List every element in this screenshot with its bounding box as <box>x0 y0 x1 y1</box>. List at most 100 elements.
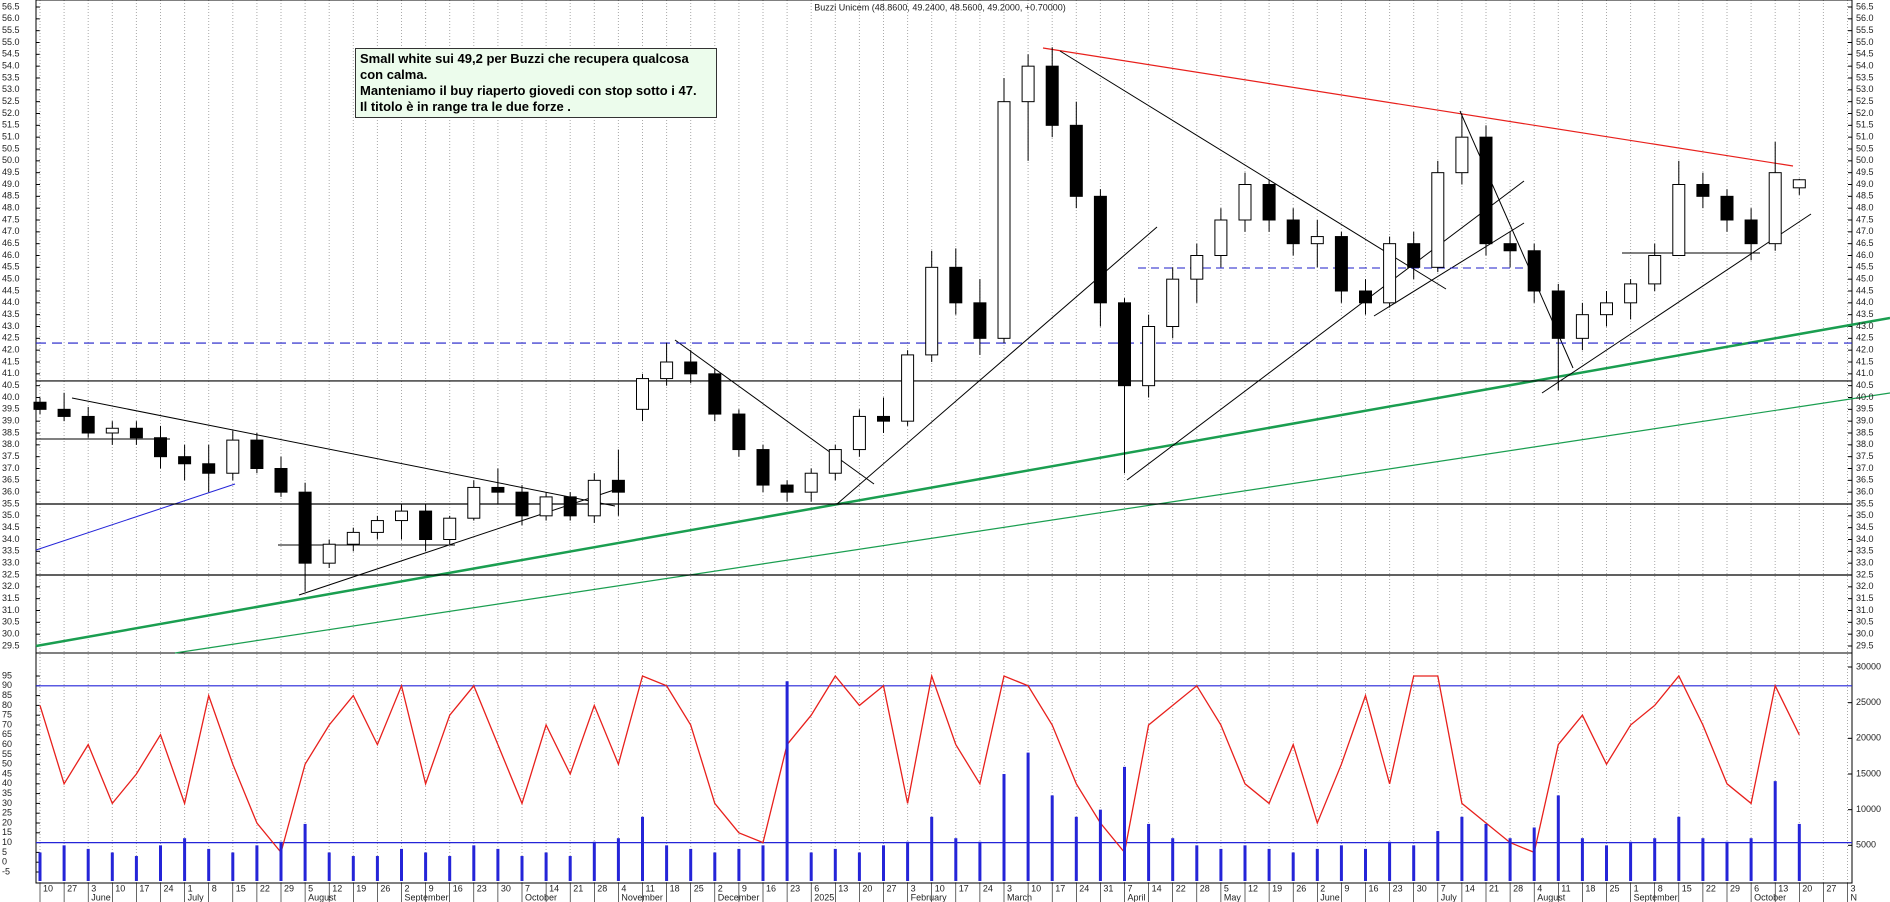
candle-body <box>1527 250 1541 292</box>
chart-title: Buzzi Unicem (48.8600, 49.2400, 48.5600,… <box>814 2 1065 12</box>
volume-bar <box>1147 823 1151 881</box>
x-tick-label: 3 <box>911 883 916 893</box>
month-label: September <box>1634 892 1678 902</box>
x-tick-label: 5 <box>1224 883 1229 893</box>
candle-body <box>1238 184 1252 221</box>
volume-bar <box>159 845 162 881</box>
x-tick-label: 6 <box>814 883 819 893</box>
y-tick-label-right: 53.5 <box>1856 72 1874 82</box>
y-tick-label: 42.5 <box>2 333 20 343</box>
volume-bar <box>1267 848 1271 881</box>
trendline <box>836 226 1158 505</box>
y-tick-label: 30.5 <box>2 617 20 627</box>
candle-body <box>370 520 384 533</box>
y-tick-label-right: 47.5 <box>1856 214 1874 224</box>
volume-bar <box>1580 838 1584 881</box>
candle-body <box>1600 302 1613 316</box>
volume-bar <box>1026 752 1030 881</box>
candle-body <box>298 491 312 564</box>
volume-bar <box>713 852 717 881</box>
y-tick-label: 50.5 <box>2 143 20 153</box>
y-tick-label: 42.0 <box>2 345 20 355</box>
y-tick-label-right: 52.5 <box>1856 96 1874 106</box>
candle-body <box>443 517 457 541</box>
x-tick-label: 15 <box>1682 883 1692 893</box>
indicator-panel <box>35 652 1853 884</box>
y-tick-label-right: 56.0 <box>1856 13 1874 23</box>
y-tick-label: 50 <box>2 759 12 769</box>
x-tick-label: 3 <box>1007 883 1012 893</box>
month-label: June <box>91 892 111 902</box>
y-tick-label-right: 44.5 <box>1856 285 1874 295</box>
x-tick-label: 29 <box>284 883 294 893</box>
volume-bar <box>1508 838 1512 881</box>
candle-body <box>1720 195 1734 221</box>
candle-body <box>1575 314 1589 339</box>
x-tick-label: 14 <box>549 883 559 893</box>
x-tick-label: 12 <box>332 883 342 893</box>
y-tick-label: 53.0 <box>2 84 20 94</box>
y-tick-label: 95 <box>2 670 12 680</box>
y-tick-label-right: 47.0 <box>1856 226 1874 236</box>
y-tick-label: 85 <box>2 690 12 700</box>
y-tick-label: 80 <box>2 700 12 710</box>
x-tick-label: 11 <box>1561 883 1570 893</box>
y-tick-label: 45.5 <box>2 262 20 272</box>
volume-bar <box>400 848 403 881</box>
x-tick-label: 21 <box>573 883 583 893</box>
trendline <box>35 483 236 551</box>
x-tick-label: 21 <box>1489 883 1499 893</box>
candle-body <box>467 486 481 519</box>
y-tick-label-right: 50.0 <box>1856 155 1874 165</box>
x-tick-label: 20 <box>1802 883 1812 893</box>
x-tick-label: 9 <box>1344 883 1349 893</box>
volume-bar <box>1773 781 1777 881</box>
month-label: September <box>405 892 449 902</box>
y-tick-label: 39.0 <box>2 416 20 426</box>
volume-bar <box>472 845 476 881</box>
y-tick-label-right: 30.5 <box>1856 617 1874 627</box>
y-tick-label: 47.5 <box>2 214 20 224</box>
y-tick-label: 25 <box>2 808 12 818</box>
candle-body <box>1190 255 1204 280</box>
y-tick-label-right: 55.0 <box>1856 37 1874 47</box>
volume-bar <box>303 823 307 881</box>
volume-bar <box>279 841 283 881</box>
x-tick-label: 10 <box>935 883 945 893</box>
y-tick-label: 55 <box>2 749 12 759</box>
month-label: July <box>1441 892 1458 902</box>
x-tick-label: 6 <box>1754 883 1759 893</box>
volume-bar <box>255 845 259 881</box>
month-label: November <box>621 892 663 902</box>
volume-bar <box>665 845 669 881</box>
month-label: October <box>525 892 557 902</box>
y-tick-label: 0 <box>2 857 7 867</box>
x-tick-label: 27 <box>67 883 77 893</box>
volume-bar <box>954 838 958 881</box>
y-tick-label: 55.5 <box>2 25 20 35</box>
x-tick-label: 23 <box>477 883 487 893</box>
y-tick-label-right: 52.0 <box>1856 108 1874 118</box>
volume-bar <box>1412 845 1416 881</box>
y-tick-label-right: 39.0 <box>1856 416 1874 426</box>
x-tick-label: 16 <box>766 883 776 893</box>
x-tick-label: 19 <box>356 883 366 893</box>
y-tick-label-right: 41.0 <box>1856 368 1874 378</box>
y-tick-label-right: 45.0 <box>1856 274 1874 284</box>
y-tick-label-right: 33.5 <box>1856 546 1874 556</box>
volume-bar <box>689 848 693 881</box>
y2-tick-label: 15000 <box>1856 768 1881 778</box>
y-tick-label: 20 <box>2 817 12 827</box>
x-tick-label: 28 <box>597 883 607 893</box>
y-tick-label: 45 <box>2 768 12 778</box>
y-tick-label: 51.5 <box>2 120 20 130</box>
y-tick-label: 41.0 <box>2 368 20 378</box>
x-tick-label: 24 <box>1079 883 1089 893</box>
y-tick-label-right: 46.0 <box>1856 250 1874 260</box>
month-label: N <box>1851 892 1858 902</box>
candle-body <box>322 543 336 564</box>
y-tick-label: 52.5 <box>2 96 20 106</box>
x-tick-label: 22 <box>1706 883 1716 893</box>
x-tick-label: 22 <box>260 883 270 893</box>
y-tick-label-right: 44.0 <box>1856 297 1874 307</box>
